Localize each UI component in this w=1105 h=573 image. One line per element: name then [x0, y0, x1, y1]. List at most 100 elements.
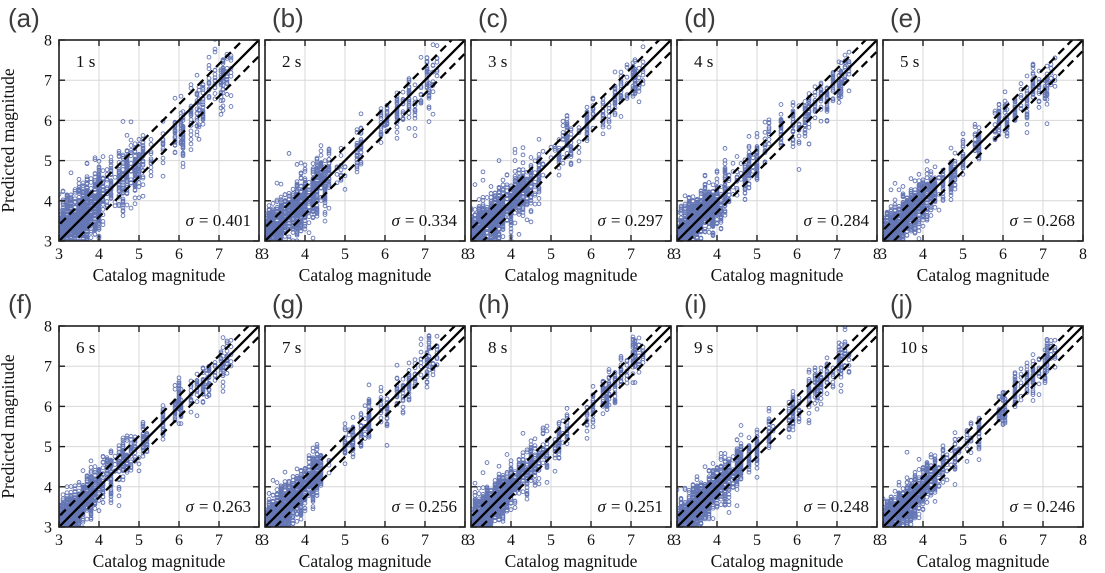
panel-f: (f) 3 4 5 6 7 8 Catalog magnitude 3 4 5 6 7 8 Predict… — [0, 286, 262, 572]
sigma-value: = 0.334 — [405, 211, 458, 230]
sigma-symbol: σ — [1010, 211, 1019, 230]
sigma-label: σ = 0.251 — [598, 497, 663, 516]
time-window-label: 2 s — [282, 52, 301, 71]
y-tick-label: 5 — [44, 153, 52, 170]
panel-tag-a: (a) — [0, 0, 262, 34]
x-tick-label: 3 — [55, 532, 63, 549]
sigma-label: σ = 0.297 — [598, 211, 664, 230]
time-window-label: 5 s — [900, 52, 919, 71]
y-axis-title: Predicted magnitude — [0, 68, 18, 213]
panel-d: (d) 3 4 5 6 7 8 Catalog magnitude 4 s σ = 0.284 — [674, 0, 880, 286]
panel-tag-g: (g) — [262, 286, 468, 320]
sigma-symbol: σ — [186, 497, 195, 516]
panel-row-bottom: (f) 3 4 5 6 7 8 Catalog magnitude 3 4 5 6 7 8 Predict… — [0, 286, 1105, 572]
x-tick-label: 7 — [421, 246, 429, 263]
sigma-symbol: σ — [598, 211, 607, 230]
panel-tag-j: (j) — [880, 286, 1086, 320]
panel-tag-text: (c) — [478, 3, 508, 33]
sigma-symbol: σ — [186, 211, 195, 230]
panel-tag-c: (c) — [468, 0, 674, 34]
x-tick-label: 7 — [627, 246, 635, 263]
x-tick-label: 4 — [713, 532, 721, 549]
sigma-label: σ = 0.334 — [392, 211, 458, 230]
x-tick-label: 7 — [1039, 532, 1047, 549]
y-axis-title: Predicted magnitude — [0, 354, 18, 499]
x-tick-label: 4 — [919, 532, 927, 549]
sigma-value: = 0.256 — [405, 497, 457, 516]
x-tick-label: 7 — [421, 532, 429, 549]
x-tick-label: 3 — [261, 246, 269, 263]
y-tick-label: 5 — [44, 439, 52, 456]
x-tick-label: 3 — [879, 246, 887, 263]
sigma-symbol: σ — [598, 497, 607, 516]
x-tick-label: 3 — [467, 532, 475, 549]
time-window-label: 8 s — [488, 338, 507, 357]
sigma-label: σ = 0.401 — [186, 211, 251, 230]
y-tick-label: 3 — [44, 234, 52, 251]
sigma-value: = 0.284 — [817, 211, 870, 230]
x-tick-label: 5 — [135, 246, 143, 263]
x-tick-label: 4 — [95, 246, 103, 263]
sigma-value: = 0.297 — [611, 211, 664, 230]
x-tick-label: 7 — [627, 532, 635, 549]
x-tick-label: 7 — [833, 532, 841, 549]
panel-tag-text: (b) — [272, 3, 304, 33]
x-tick-label: 7 — [1039, 246, 1047, 263]
y-tick-label: 4 — [44, 479, 52, 496]
x-tick-label: 5 — [753, 246, 761, 263]
panel-j: (j) 3 4 5 6 7 8 Catalog magnitude 10 s σ = 0.246 — [880, 286, 1086, 572]
sigma-value: = 0.401 — [199, 211, 251, 230]
sigma-label: σ = 0.256 — [392, 497, 457, 516]
x-tick-label: 5 — [547, 532, 555, 549]
x-axis-title: Catalog magnitude — [917, 551, 1050, 571]
panel-tag-text: (d) — [684, 3, 716, 33]
panel-i: (i) 3 4 5 6 7 8 Catalog magnitude 9 s σ = 0.248 — [674, 286, 880, 572]
x-axis-title: Catalog magnitude — [299, 551, 432, 571]
x-tick-label: 3 — [467, 246, 475, 263]
x-axis-title: Catalog magnitude — [505, 265, 638, 285]
panel-b: (b) 3 4 5 6 7 8 Catalog magnitude 2 s σ = 0.334 — [262, 0, 468, 286]
x-tick-label: 4 — [507, 246, 515, 263]
x-tick-label: 5 — [959, 532, 967, 549]
panel-tag-text: (g) — [272, 289, 304, 319]
x-tick-label: 6 — [999, 532, 1007, 549]
x-tick-label: 4 — [301, 532, 309, 549]
x-tick-label: 6 — [587, 246, 595, 263]
time-window-label: 3 s — [488, 52, 507, 71]
panel-tag-text: (h) — [478, 289, 510, 319]
panel-a: (a) 3 4 5 6 7 8 Catalog magnitude 3 4 5 6 7 8 Predict… — [0, 0, 262, 286]
y-tick-label: 8 — [44, 319, 52, 336]
x-tick-label: 5 — [959, 246, 967, 263]
panel-c: (c) 3 4 5 6 7 8 Catalog magnitude 3 s σ = 0.297 — [468, 0, 674, 286]
sigma-value: = 0.251 — [611, 497, 663, 516]
x-tick-label: 5 — [753, 532, 761, 549]
sigma-label: σ = 0.246 — [1010, 497, 1075, 516]
sigma-symbol: σ — [1010, 497, 1019, 516]
sigma-label: σ = 0.284 — [804, 211, 870, 230]
y-tick-label: 7 — [44, 359, 52, 376]
x-tick-label: 6 — [999, 246, 1007, 263]
y-tick-label: 4 — [44, 193, 52, 210]
x-tick-label: 4 — [507, 532, 515, 549]
y-tick-label: 3 — [44, 520, 52, 537]
time-window-label: 1 s — [76, 52, 95, 71]
x-tick-label: 8 — [1079, 532, 1087, 549]
panel-e: (e) 3 4 5 6 7 8 Catalog magnitude 5 s σ = 0.268 — [880, 0, 1086, 286]
x-tick-label: 3 — [261, 532, 269, 549]
x-tick-label: 4 — [301, 246, 309, 263]
x-tick-label: 6 — [175, 532, 183, 549]
x-tick-label: 4 — [95, 532, 103, 549]
panel-tag-text: (f) — [8, 289, 33, 319]
x-tick-label: 3 — [673, 532, 681, 549]
time-window-label: 4 s — [694, 52, 713, 71]
sigma-value: = 0.248 — [817, 497, 869, 516]
y-tick-label: 6 — [44, 399, 52, 416]
x-tick-label: 3 — [673, 246, 681, 263]
